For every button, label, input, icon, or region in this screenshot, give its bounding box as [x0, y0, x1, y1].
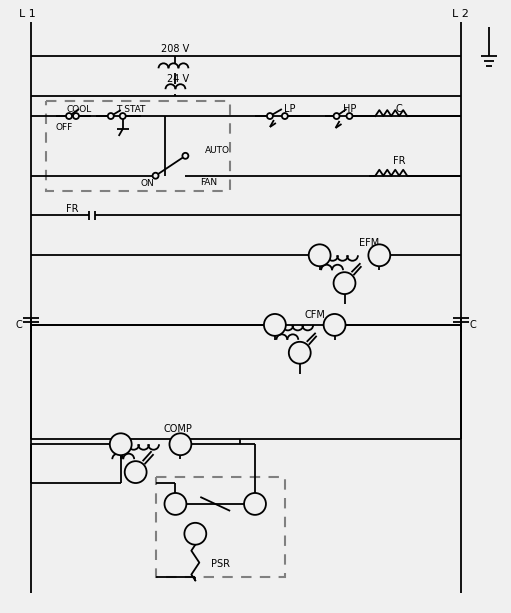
Text: C: C — [272, 321, 278, 329]
Text: OFF: OFF — [55, 123, 73, 132]
Text: R: R — [376, 251, 382, 260]
Text: 1: 1 — [252, 500, 258, 508]
Circle shape — [267, 113, 273, 119]
Text: C: C — [16, 320, 22, 330]
Circle shape — [184, 523, 206, 545]
Circle shape — [282, 113, 288, 119]
Circle shape — [346, 113, 353, 119]
Text: S: S — [297, 348, 303, 357]
Bar — [155, 477, 285, 576]
Text: FR: FR — [66, 204, 79, 213]
Text: LP: LP — [284, 104, 295, 114]
Text: COOL: COOL — [66, 105, 91, 113]
Text: S: S — [193, 529, 198, 538]
Text: R: R — [177, 440, 183, 449]
Circle shape — [110, 433, 132, 455]
Circle shape — [153, 173, 158, 179]
Text: 208 V: 208 V — [161, 44, 190, 55]
Circle shape — [289, 342, 311, 364]
Text: FR: FR — [393, 156, 405, 166]
Circle shape — [368, 245, 390, 266]
Text: L 1: L 1 — [19, 9, 36, 18]
Text: C: C — [396, 104, 403, 114]
Circle shape — [334, 113, 339, 119]
Circle shape — [182, 153, 189, 159]
Text: S: S — [342, 279, 347, 287]
Circle shape — [334, 272, 356, 294]
Circle shape — [309, 245, 331, 266]
Text: C: C — [316, 251, 323, 260]
Text: S: S — [133, 468, 138, 476]
Text: PSR: PSR — [211, 558, 229, 569]
Circle shape — [170, 433, 191, 455]
Text: L 2: L 2 — [452, 9, 469, 18]
Circle shape — [120, 113, 126, 119]
Text: R: R — [332, 321, 338, 329]
Text: T STAT: T STAT — [116, 105, 145, 113]
Text: EFM: EFM — [359, 238, 380, 248]
Circle shape — [323, 314, 345, 336]
Bar — [46, 101, 230, 191]
Text: 24 V: 24 V — [168, 74, 190, 84]
Circle shape — [165, 493, 187, 515]
Text: AUTO: AUTO — [205, 147, 230, 155]
Text: ON: ON — [141, 179, 154, 188]
Text: COMP: COMP — [164, 424, 193, 435]
Circle shape — [66, 113, 72, 119]
Text: C: C — [470, 320, 476, 330]
Circle shape — [73, 113, 79, 119]
Circle shape — [244, 493, 266, 515]
Text: FAN: FAN — [200, 178, 217, 187]
Circle shape — [108, 113, 114, 119]
Circle shape — [125, 461, 147, 483]
Text: CFM: CFM — [304, 310, 325, 320]
Text: HP: HP — [343, 104, 356, 114]
Circle shape — [264, 314, 286, 336]
Text: C: C — [118, 440, 124, 449]
Text: 2: 2 — [173, 500, 178, 508]
